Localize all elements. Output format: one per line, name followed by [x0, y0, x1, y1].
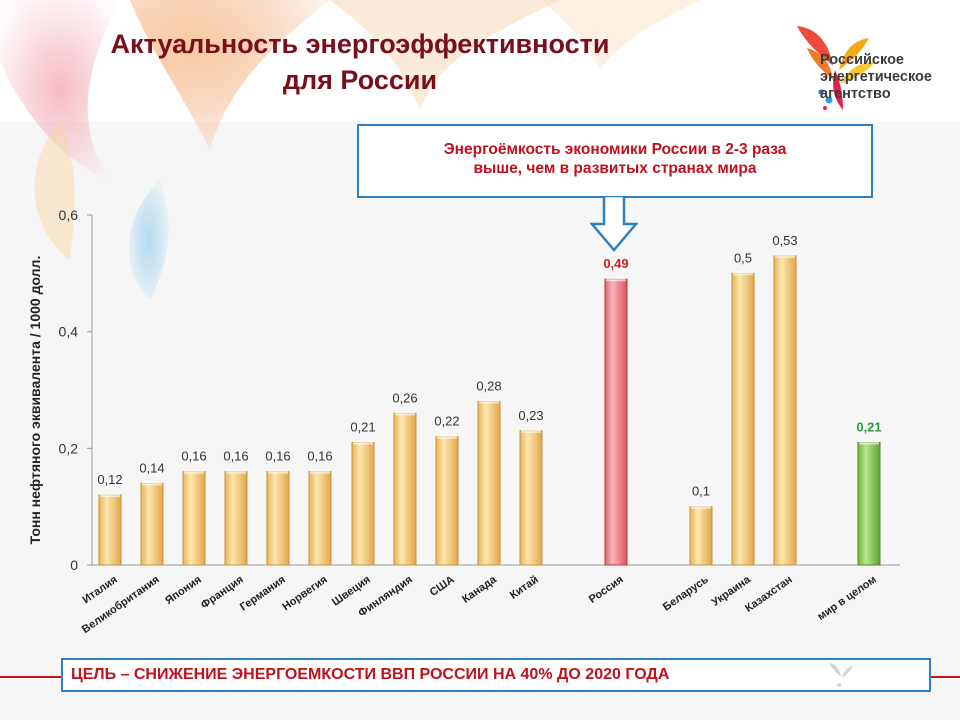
- bar-value-label: 0,12: [97, 472, 122, 487]
- bar: [393, 412, 417, 566]
- callout-line-1: Энергоёмкость экономики России в 2-3 раз…: [443, 141, 787, 158]
- bar-highlight: [142, 481, 162, 486]
- bar: [519, 430, 543, 566]
- bar: [351, 442, 375, 566]
- bar-highlight: [353, 440, 373, 445]
- bar-group: 0,22 США: [428, 414, 460, 599]
- category-label: Казахстан: [743, 574, 795, 615]
- bar-value-label: 0,53: [772, 233, 797, 248]
- bar-group: 0,49 Россия: [587, 256, 629, 606]
- bar: [266, 471, 290, 566]
- bar-group: 0,23 Китай: [508, 408, 544, 602]
- y-tick-label: 0,6: [59, 207, 79, 223]
- bar-group: 0,16 Япония: [163, 449, 206, 607]
- bar-highlight: [395, 411, 415, 416]
- bar-highlight: [859, 440, 879, 445]
- category-label: Россия: [587, 574, 626, 606]
- bar: [224, 471, 248, 566]
- callout-box: Энергоёмкость экономики России в 2-3 раз…: [357, 124, 873, 198]
- bar-value-label: 0,16: [265, 449, 290, 464]
- bar-group: 0,1 Беларусь: [661, 484, 713, 614]
- bar-highlight: [268, 469, 288, 474]
- bar-value-label: 0,26: [392, 390, 417, 405]
- page-title: Актуальность энергоэффективности для Рос…: [60, 26, 660, 98]
- bar-value-label: 0,16: [181, 449, 206, 464]
- category-label: Китай: [508, 574, 541, 602]
- bar-highlight: [437, 434, 457, 439]
- bar: [308, 471, 332, 566]
- bar-value-label: 0,23: [518, 408, 543, 423]
- bar: [731, 272, 755, 566]
- bar: [98, 494, 122, 566]
- bar-value-label: 0,21: [856, 420, 881, 435]
- bar-value-label: 0,28: [476, 379, 501, 394]
- bar: [435, 436, 459, 566]
- category-label: Канада: [460, 573, 499, 606]
- logo-line-2: энергетическое: [820, 69, 932, 85]
- logo-line-3: агентство: [820, 86, 891, 102]
- category-label: США: [428, 574, 457, 599]
- category-label: Великобритания: [80, 574, 162, 636]
- bar: [140, 482, 164, 566]
- logo-line-1: Российское: [820, 52, 904, 68]
- bar-highlight: [733, 271, 753, 276]
- bar-value-label: 0,21: [350, 420, 375, 435]
- bar-highlight: [100, 493, 120, 497]
- title-line-1: Актуальность энергоэффективности: [110, 29, 610, 59]
- bar-highlight: [691, 504, 711, 509]
- y-tick-label: 0,4: [59, 324, 79, 340]
- callout-line-2: выше, чем в развитых странах мира: [473, 160, 757, 177]
- bar-highlight: [521, 428, 541, 433]
- category-label: Норвегия: [280, 574, 329, 614]
- bar-highlight: [184, 469, 204, 474]
- bar-group: 0,28 Канада: [460, 379, 502, 606]
- title-line-2: для России: [282, 65, 438, 95]
- goal-banner: ЦЕЛЬ – СНИЖЕНИЕ ЭНЕРГОЕМКОСТИ ВВП РОССИИ…: [61, 658, 931, 692]
- bar: [477, 401, 501, 566]
- y-tick-label: 0,2: [59, 440, 79, 456]
- category-label: мир в целом: [815, 574, 878, 623]
- bar-value-label: 0,16: [223, 449, 248, 464]
- category-label: Беларусь: [661, 573, 711, 613]
- bar: [689, 506, 713, 566]
- bar-highlight: [775, 253, 795, 258]
- watermark-bird-icon: [829, 663, 853, 687]
- bar-group: 0,21 мир в целом: [815, 420, 881, 623]
- bar-value-label: 0,49: [603, 256, 628, 271]
- category-label: Германия: [238, 574, 288, 614]
- category-label: Япония: [163, 574, 204, 607]
- bar: [604, 278, 628, 566]
- bar-value-label: 0,1: [692, 484, 710, 499]
- bar: [773, 255, 797, 566]
- y-tick-label: 0: [70, 557, 78, 573]
- bar-value-label: 0,22: [434, 414, 459, 429]
- bar-highlight: [226, 469, 246, 474]
- arrow-down-icon: [590, 196, 638, 252]
- bar-value-label: 0,14: [139, 460, 164, 475]
- bar-highlight: [479, 399, 499, 404]
- agency-logo-bird-icon: [797, 26, 875, 110]
- bar-value-label: 0,5: [734, 250, 752, 265]
- bar-highlight: [606, 277, 626, 282]
- y-axis-title: Тонн нефтяного эквивалента / 1000 долл.: [27, 256, 43, 545]
- bar-value-label: 0,16: [307, 449, 332, 464]
- bar: [182, 471, 206, 566]
- bar: [857, 442, 881, 566]
- bar-highlight: [310, 469, 330, 474]
- agency-logo-text: Российское энергетическое агентство: [820, 52, 932, 103]
